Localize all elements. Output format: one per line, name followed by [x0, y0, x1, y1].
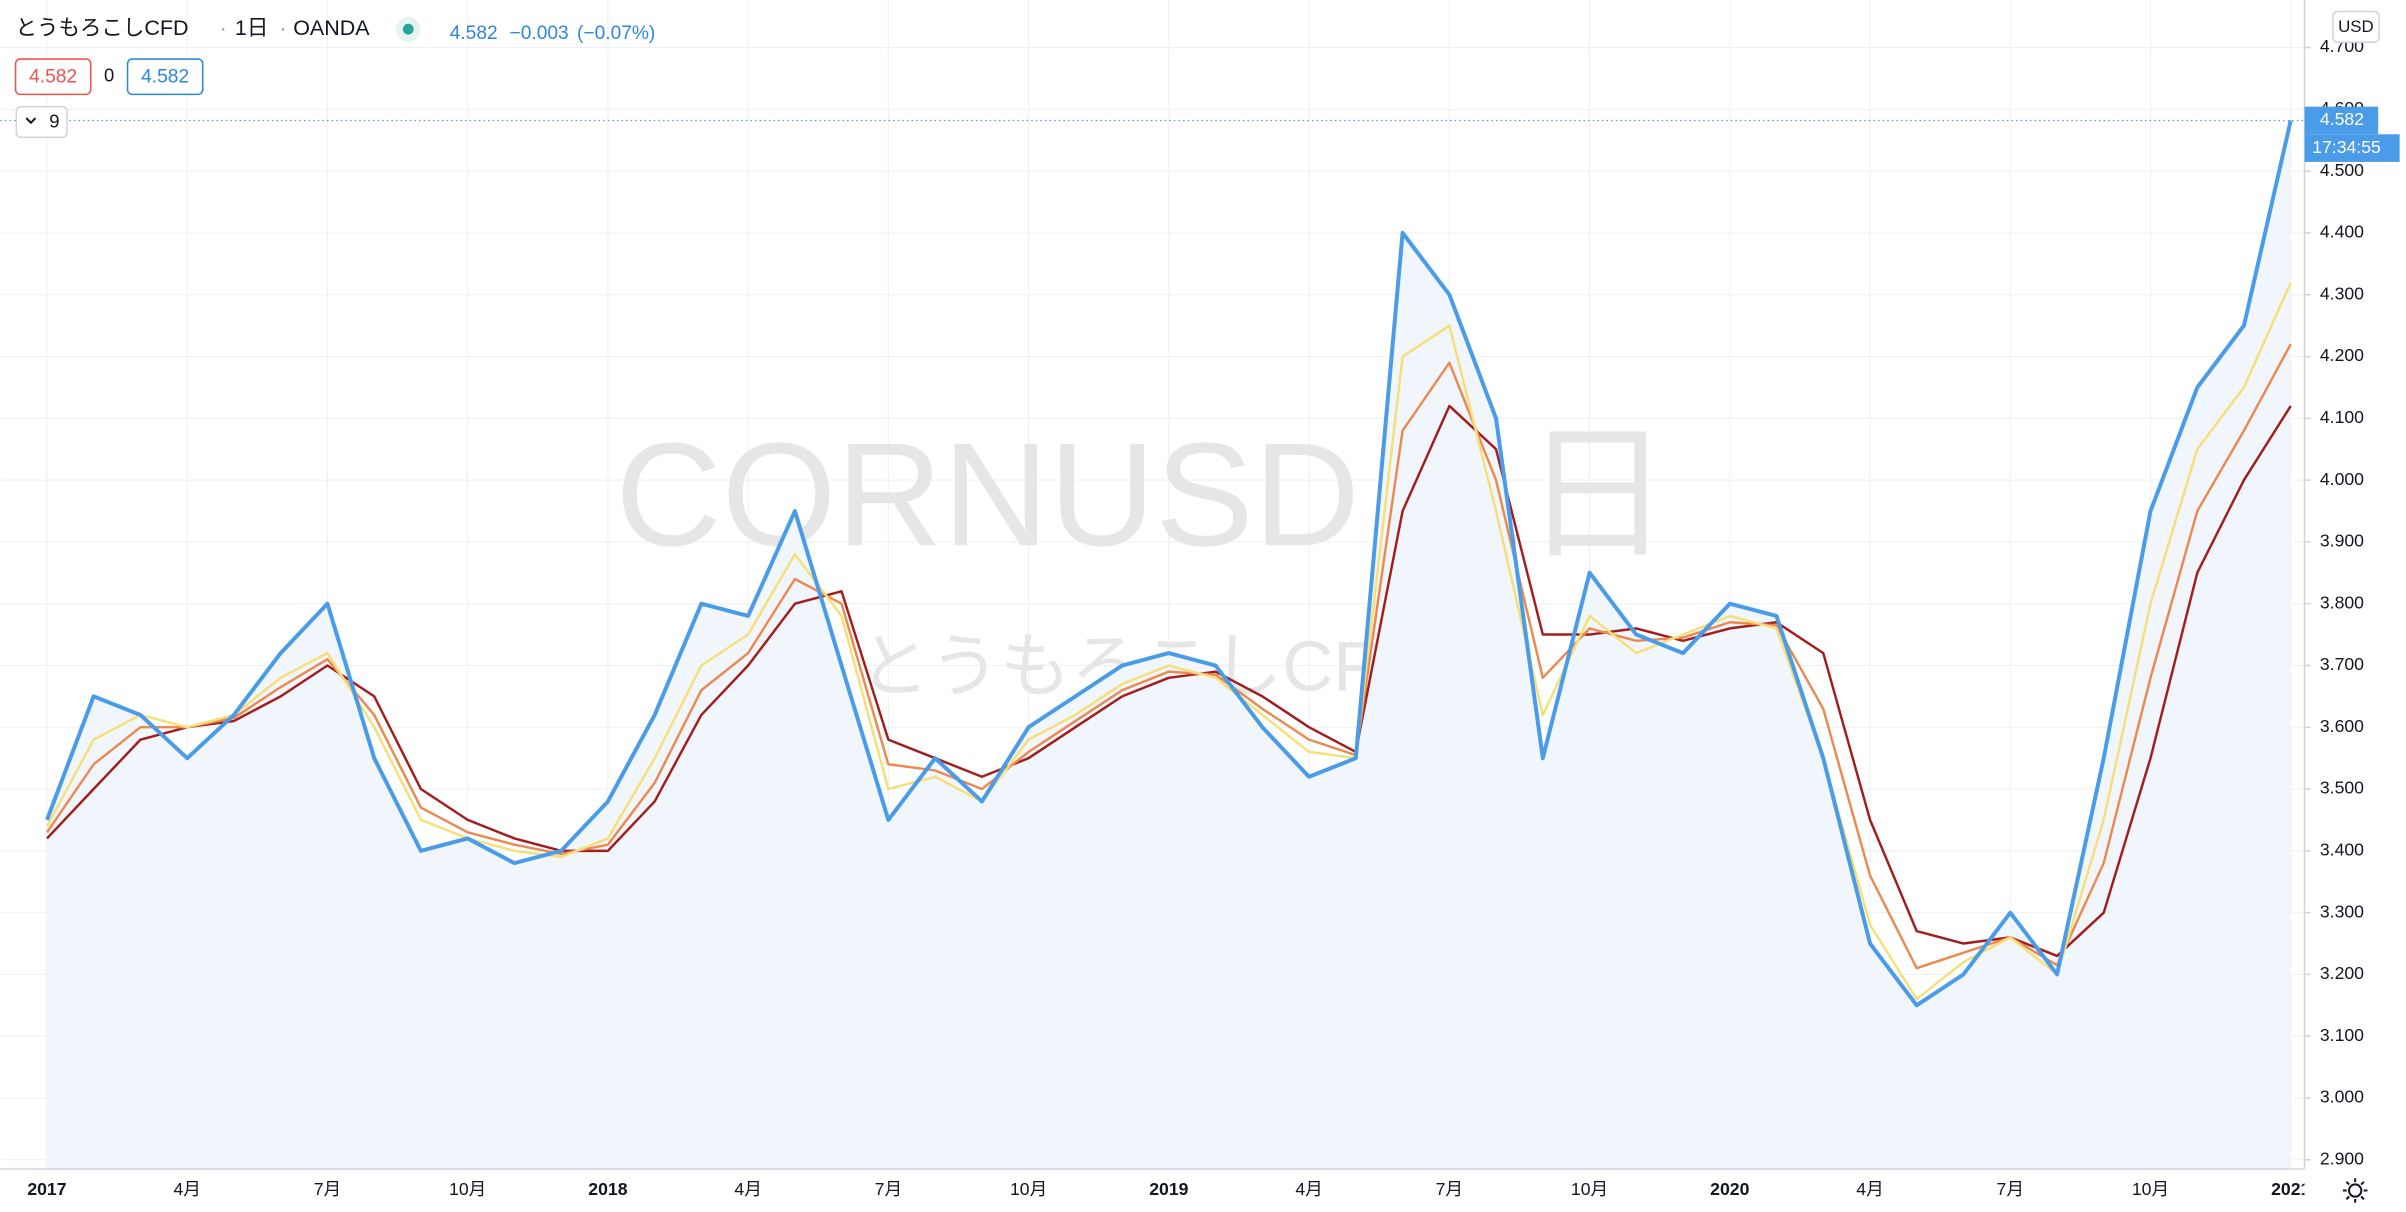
y-tick-label: 3.300: [2320, 901, 2364, 921]
x-tick-label: 10月: [449, 1179, 486, 1199]
x-tick-label: 10月: [2132, 1179, 2169, 1199]
x-tick-label: 2021: [2271, 1179, 2310, 1199]
y-tick-label: 3.200: [2320, 963, 2364, 983]
interval: 1日: [235, 16, 268, 40]
source: OANDA: [293, 16, 370, 40]
y-tick-label: 4.400: [2320, 222, 2364, 242]
y-tick-label: 4.500: [2320, 160, 2364, 180]
settings-corner: [2304, 1169, 2406, 1212]
price-axis-panel: [2304, 0, 2406, 1212]
plot: [0, 119, 2305, 1170]
y-tick-label: 4.000: [2320, 469, 2364, 489]
line: [46, 404, 2292, 958]
area: [46, 120, 2291, 1170]
x-tick-label: 2018: [588, 1179, 627, 1199]
y-tick-label: 3.500: [2320, 778, 2364, 798]
y-tick-label: 3.700: [2320, 654, 2364, 674]
y-tick-label: 3.800: [2320, 592, 2364, 612]
y-tick-label: 3.100: [2320, 1025, 2364, 1045]
y-tick-label: 4.300: [2320, 283, 2364, 303]
line: [45, 343, 2292, 970]
x-tick-label: 10月: [1010, 1179, 1047, 1199]
y-tick-label: 3.400: [2320, 839, 2364, 859]
line: [45, 119, 2293, 1008]
y-tick-label: 3.600: [2320, 716, 2364, 736]
status-dot: [402, 23, 414, 35]
x-tick-label: 10月: [1571, 1179, 1608, 1199]
x-tick-label: 4月: [1856, 1179, 1883, 1199]
y-tick-label: 4.100: [2320, 407, 2364, 427]
countdown-tag: [2304, 134, 2400, 162]
y-tick-label: 2.900: [2320, 1148, 2364, 1168]
separator: ·: [220, 16, 227, 40]
indicator-toggle[interactable]: [15, 105, 68, 139]
ask: 4.582: [141, 67, 189, 88]
indicator-count: 9: [49, 111, 59, 132]
x-tick-label: 7月: [875, 1179, 902, 1199]
change-pct: (−0.07%): [577, 23, 655, 44]
price-tag: [2304, 106, 2379, 135]
last-price: 4.582: [450, 23, 498, 44]
x-tick-label: 4月: [734, 1179, 761, 1199]
ask-box[interactable]: [126, 58, 204, 96]
x-tick-label: 2017: [27, 1179, 66, 1199]
x-tick-label: 4月: [1295, 1179, 1322, 1199]
currency-box[interactable]: [2332, 10, 2380, 43]
settings-icon[interactable]: [2342, 1178, 2368, 1203]
currency: USD: [2338, 17, 2374, 36]
x-tick-label: 7月: [1997, 1179, 2024, 1199]
bid: 4.582: [29, 67, 77, 88]
countdown: 17:34:55: [2312, 137, 2381, 157]
x-tick-label: 7月: [1436, 1179, 1463, 1199]
x-tick-label: 2020: [1710, 1179, 1749, 1199]
chevron-icon: [25, 117, 37, 125]
y-tick-label: 3.000: [2320, 1087, 2364, 1107]
y-tick-label: 4.200: [2320, 345, 2364, 365]
x-tick-label: 4月: [173, 1179, 200, 1199]
bid-box[interactable]: [14, 58, 92, 96]
y-tick-label: 3.900: [2320, 531, 2364, 551]
time-axis-panel: [0, 1169, 2305, 1212]
line: [45, 281, 2292, 1001]
symbol: とうもろこしCFD: [16, 16, 189, 40]
separator: ·: [279, 16, 286, 40]
x-tick-label: 2019: [1149, 1179, 1188, 1199]
price-tag-label: 4.582: [2320, 109, 2364, 129]
spread: 0: [104, 65, 114, 86]
x-tick-label: 7月: [314, 1179, 341, 1199]
change: −0.003: [510, 23, 569, 44]
